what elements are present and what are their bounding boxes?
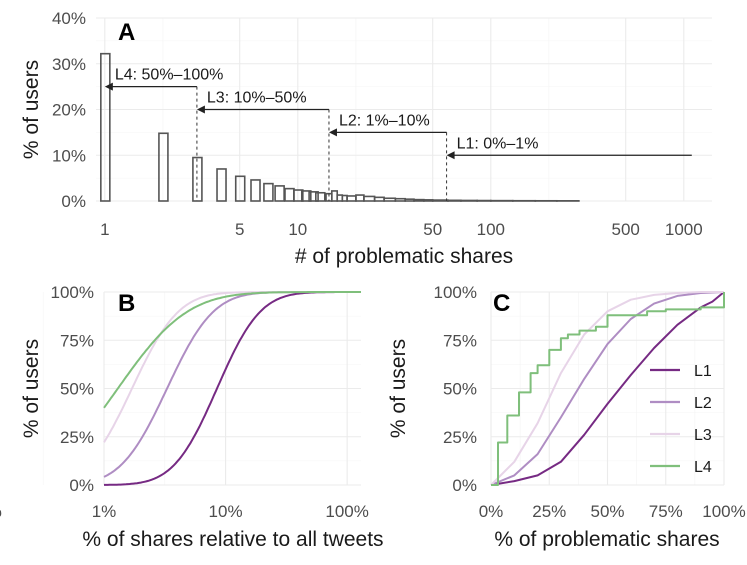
y-tick-label: 25% — [443, 428, 477, 447]
panel-c: L1 L2 L3 L4 0% 25% 50% 75% 100% 0% 25% 50% 75% 100% % … — [387, 283, 746, 551]
y-tick-label: 50% — [60, 380, 94, 399]
panel-label-a: A — [118, 19, 135, 46]
x-tick-label: 10% — [209, 502, 243, 521]
histogram-bar — [158, 132, 169, 202]
y-tick-label: 100% — [51, 283, 94, 302]
x-axis-title: # of problematic shares — [295, 245, 513, 268]
legend-label-l1: L1 — [694, 363, 712, 380]
cdf-line-l2 — [103, 291, 361, 478]
legend: L1 L2 L3 L4 — [650, 363, 712, 476]
arrow-head — [196, 105, 205, 114]
histogram-bar — [308, 191, 319, 202]
y-axis-title: % of users — [387, 339, 410, 438]
threshold-label: L4: 50%–100% — [115, 67, 224, 84]
legend-label-l2: L2 — [694, 395, 712, 412]
y-tick-label: 0% — [61, 192, 86, 211]
x-tick-label: 5 — [235, 220, 244, 239]
y-tick-label: 75% — [60, 331, 94, 350]
histogram-bar — [383, 197, 397, 202]
y-tick-label: 20% — [52, 101, 86, 120]
y-axis-title: % of users — [20, 60, 43, 159]
histogram-bar — [404, 198, 415, 202]
y-tick-label: 40% — [52, 9, 86, 28]
y-tick-label: 30% — [52, 55, 86, 74]
histogram-bar — [216, 168, 227, 202]
histogram-bar — [413, 198, 425, 202]
histogram-bar — [234, 175, 246, 202]
x-tick-label: 50% — [590, 502, 624, 521]
histogram-bar — [363, 195, 376, 202]
x-axis-title: % of problematic shares — [494, 528, 719, 551]
y-tick-label: 10% — [52, 146, 86, 165]
cdf-line-l3 — [490, 291, 724, 486]
panel-label-b: B — [118, 290, 135, 317]
histogram-bar — [250, 179, 261, 202]
histogram-bar — [274, 185, 285, 202]
panel-label-c: C — [493, 290, 510, 317]
x-tick-label: 1000 — [665, 220, 703, 239]
x-tick-label: 100% — [325, 502, 368, 521]
y-tick-label: 0% — [69, 476, 94, 495]
histogram-bar — [301, 190, 312, 202]
histogram-bar — [293, 189, 304, 202]
x-tick-label: 0.1% — [0, 502, 2, 521]
y-tick-label: 50% — [443, 380, 477, 399]
threshold-label: L1: 0%–1% — [457, 135, 539, 152]
histogram-bar — [447, 199, 462, 202]
histogram-bar — [431, 199, 449, 202]
arrow-head — [328, 128, 337, 137]
histogram-bar — [263, 182, 274, 202]
y-tick-label: 0% — [452, 476, 477, 495]
panel-a: L4: 50%–100% L3: 10%–50% L2: 1%–10% L1: 0%–… — [20, 9, 712, 268]
arrow-head — [104, 82, 113, 91]
arrow-head — [446, 151, 455, 160]
histogram-bar — [315, 191, 326, 202]
cdf-line-l4 — [491, 292, 725, 486]
x-tick-label: 500 — [612, 220, 640, 239]
x-tick-label: 25% — [532, 502, 566, 521]
histogram-bar — [460, 199, 478, 202]
y-tick-label: 25% — [60, 428, 94, 447]
legend-label-l3: L3 — [694, 427, 712, 444]
histogram-bar — [355, 194, 365, 202]
x-tick-label: 75% — [649, 502, 683, 521]
x-tick-label: 100% — [702, 502, 745, 521]
histogram-bar — [331, 190, 339, 202]
histogram-bar — [346, 195, 357, 202]
histogram-bar — [100, 52, 111, 202]
y-tick-label: 100% — [434, 283, 477, 302]
panel-b: 0% 25% 50% 75% 100% 0.1% 1% 10% 100% % of shares … — [0, 283, 384, 551]
cdf-line-l3 — [103, 291, 361, 443]
threshold-label: L2: 1%–10% — [339, 112, 430, 129]
threshold-label: L3: 10%–50% — [207, 90, 307, 107]
x-tick-label: 50 — [423, 220, 442, 239]
x-tick-label: 0% — [479, 502, 504, 521]
cdf-line-l4 — [103, 291, 361, 409]
x-tick-label: 10 — [288, 220, 307, 239]
y-tick-label: 75% — [443, 331, 477, 350]
histogram-bar — [373, 196, 385, 202]
x-tick-label: 1% — [92, 502, 117, 521]
histogram-bar — [423, 199, 434, 202]
cdf-line-l2 — [490, 291, 725, 486]
legend-label-l4: L4 — [694, 459, 712, 476]
y-axis-title: % of users — [20, 339, 43, 438]
histogram-bar — [284, 187, 295, 202]
x-axis-title: % of shares relative to all tweets — [82, 528, 383, 551]
x-tick-label: 1 — [100, 220, 109, 239]
x-tick-label: 100 — [477, 220, 505, 239]
histogram-bar — [394, 197, 406, 202]
